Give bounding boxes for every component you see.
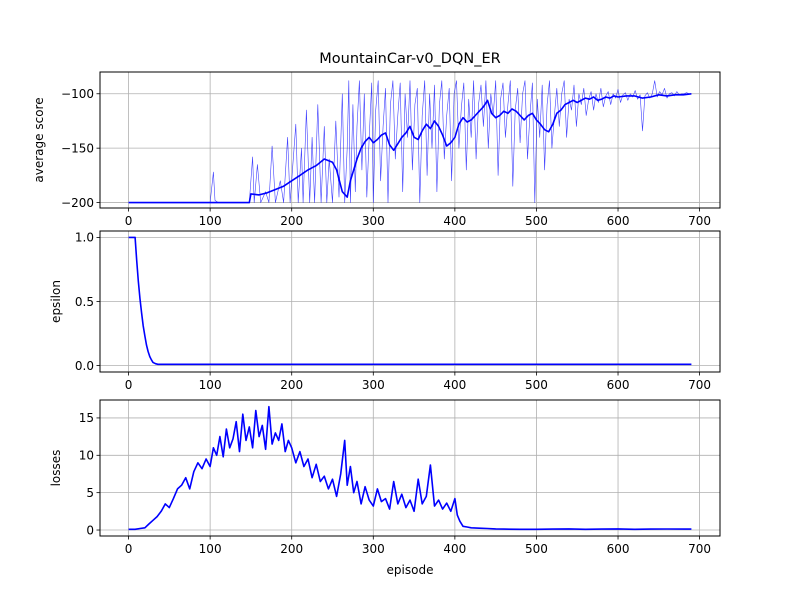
axes-frame-losses (99, 399, 721, 537)
x-tick-label-losses-700: 700 (688, 542, 711, 556)
x-tick-label-score-500: 500 (525, 214, 548, 228)
y-tick-label-losses-2: 10 (79, 449, 94, 463)
x-tick-label-losses-400: 400 (443, 542, 466, 556)
y-tick-label-epsilon-1: 0.5 (75, 295, 94, 309)
y-tick-label-score-2: −100 (61, 87, 94, 101)
x-tick-label-score-200: 200 (280, 214, 303, 228)
series-line-raw-score (128, 80, 692, 203)
x-tick-label-losses-200: 200 (280, 542, 303, 556)
panel-losses: 0 100 200 300 400 500 600 700 0 5 10 15 (79, 399, 721, 556)
x-tick-label-losses-0: 0 (125, 542, 133, 556)
series-line-epsilon (128, 236, 692, 366)
y-axis-label-epsilon: epsilon (49, 280, 63, 323)
y-tick-label-epsilon-2: 1.0 (75, 231, 94, 245)
x-tick-label-epsilon-400: 400 (443, 378, 466, 392)
x-tick-label-losses-100: 100 (199, 542, 222, 556)
panel-epsilon: 0 100 200 300 400 500 600 700 0.0 0.5 1.0 (75, 230, 721, 392)
x-tick-label-epsilon-0: 0 (125, 378, 133, 392)
y-tick-label-losses-1: 5 (86, 486, 94, 500)
x-tick-label-losses-500: 500 (525, 542, 548, 556)
x-tick-label-score-400: 400 (443, 214, 466, 228)
chart-title: MountainCar-v0_DQN_ER (319, 51, 500, 67)
x-tick-label-losses-600: 600 (607, 542, 630, 556)
panel-score: 0 100 200 300 400 500 600 700 −200 −150 −100 (61, 71, 721, 228)
x-tick-label-epsilon-700: 700 (688, 378, 711, 392)
y-tick-label-score-0: −200 (61, 196, 94, 210)
x-axis-label-episode: episode (387, 563, 434, 577)
y-tick-label-losses-3: 15 (79, 411, 94, 425)
x-tick-label-score-0: 0 (125, 214, 133, 228)
y-tick-label-epsilon-0: 0.0 (75, 359, 94, 373)
x-tick-label-score-600: 600 (607, 214, 630, 228)
x-tick-label-score-300: 300 (362, 214, 385, 228)
x-tick-label-epsilon-300: 300 (362, 378, 385, 392)
x-tick-label-epsilon-500: 500 (525, 378, 548, 392)
x-tick-label-epsilon-600: 600 (607, 378, 630, 392)
y-axis-label-losses: losses (49, 450, 63, 487)
y-axis-label-average-score: average score (32, 97, 46, 182)
series-line-loss (128, 405, 692, 531)
series-line-moving-average (128, 93, 692, 204)
y-tick-label-losses-0: 0 (86, 523, 94, 537)
x-tick-label-score-100: 100 (199, 214, 222, 228)
y-tick-label-score-1: −150 (61, 141, 94, 155)
x-tick-label-score-700: 700 (688, 214, 711, 228)
axes-frame-score (99, 71, 721, 209)
x-tick-label-epsilon-200: 200 (280, 378, 303, 392)
x-tick-label-epsilon-100: 100 (199, 378, 222, 392)
x-tick-label-losses-300: 300 (362, 542, 385, 556)
